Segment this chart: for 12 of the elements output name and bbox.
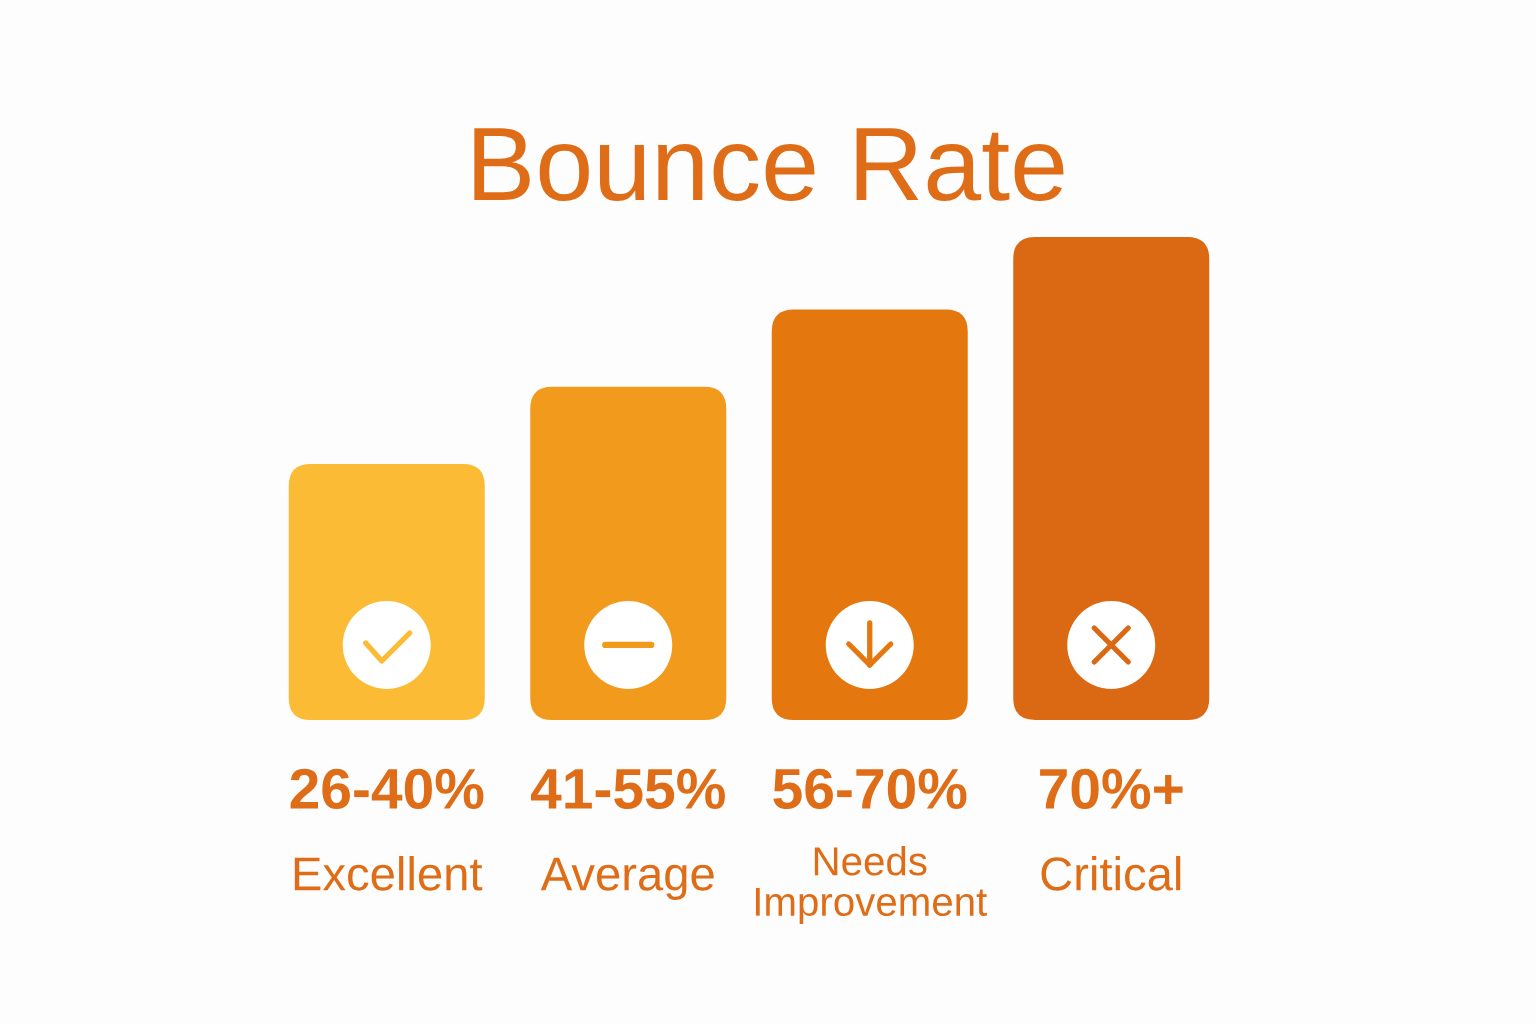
x-tick-label: 70%+ — [1040, 768, 1183, 810]
bar — [771, 309, 968, 720]
x-tick-label: 26-40% — [290, 768, 484, 810]
x-tick-label: 41-55% — [530, 768, 725, 810]
x-tick-label: 56-70% — [773, 768, 967, 810]
bar — [530, 386, 727, 720]
text: Average — [540, 857, 714, 901]
chart-title: Bounce Rate — [474, 128, 1064, 202]
text: Needs Improvement — [755, 845, 987, 925]
text: Excellent — [294, 855, 483, 891]
text: Critical — [1041, 855, 1181, 891]
bar — [1013, 237, 1210, 720]
